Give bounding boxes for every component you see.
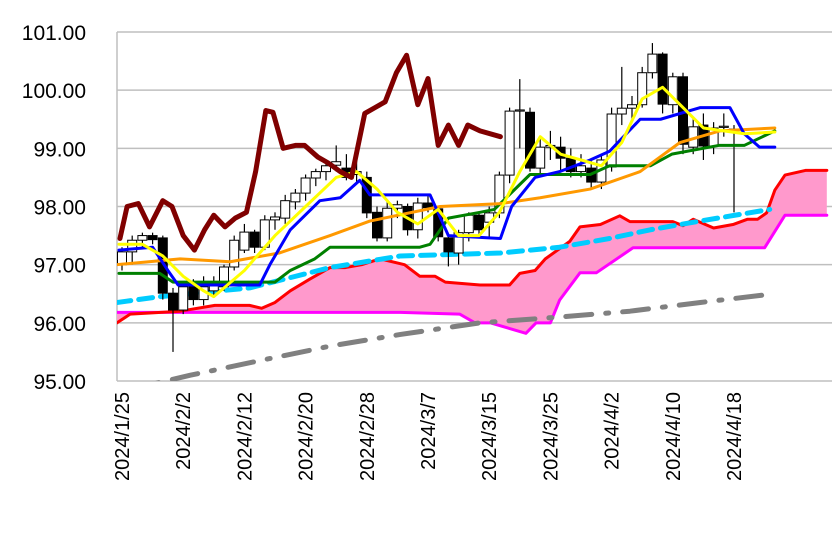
ichimoku-cloud	[117, 170, 827, 334]
candle-body-down	[372, 211, 382, 239]
x-tick-label: 2024/2/12	[234, 392, 256, 481]
candle-body-up	[178, 286, 189, 311]
candle-body-down	[525, 111, 535, 169]
candlestick	[657, 52, 668, 114]
candlestick	[168, 287, 178, 352]
x-tick-label: 2024/3/25	[540, 392, 562, 481]
y-tick-label: 97.00	[33, 255, 86, 278]
candle-body-up	[667, 76, 678, 106]
candle-body-up	[463, 214, 474, 234]
candle-body-up	[718, 125, 729, 128]
y-tick-label: 99.00	[33, 138, 86, 161]
candlestick	[474, 212, 484, 236]
candlestick	[504, 107, 515, 184]
candle-body-up	[270, 216, 280, 221]
candlestick	[647, 43, 658, 79]
y-tick-label: 96.00	[33, 313, 86, 336]
candle-body-up	[504, 110, 515, 176]
candle-body-up	[127, 239, 138, 253]
plot-area	[117, 43, 829, 381]
lagging-line	[117, 52, 503, 253]
candle-body-up	[280, 200, 291, 219]
candlestick	[708, 122, 719, 155]
candlestick	[372, 206, 382, 242]
span-b	[117, 213, 829, 335]
candle-body-down	[147, 235, 158, 241]
candle-body-up	[637, 72, 648, 106]
y-tick-label: 100.00	[22, 80, 86, 103]
candlestick	[249, 229, 260, 254]
candlestick	[310, 168, 321, 187]
candlestick	[525, 107, 535, 172]
candle-body-up	[616, 107, 627, 115]
candlestick	[443, 235, 454, 267]
candlestick	[412, 197, 423, 239]
orange-line	[117, 126, 777, 267]
candlestick	[229, 235, 240, 271]
candle-body-up	[647, 53, 658, 74]
candle-body-up	[137, 235, 148, 241]
candle-body-down	[157, 237, 168, 294]
candlestick	[147, 232, 158, 245]
y-tick-label: 101.00	[22, 22, 86, 45]
candle-body-up	[239, 231, 250, 251]
candlestick	[280, 194, 291, 224]
x-tick-label: 2024/2/2	[173, 392, 195, 470]
candle-body-up	[382, 207, 393, 239]
candle-body-up	[576, 165, 586, 173]
candlestick	[157, 235, 168, 300]
candle-body-down	[188, 286, 199, 301]
candlestick	[718, 113, 729, 137]
candlestick	[239, 223, 250, 254]
candle-body-down	[474, 214, 484, 231]
candle-body-down	[657, 53, 668, 105]
candlestick	[178, 282, 189, 315]
candle-body-up	[290, 192, 301, 203]
candle-body-down	[168, 292, 178, 311]
candle-body-up	[412, 202, 423, 231]
candle-body-down	[443, 237, 454, 253]
candle-body-up	[310, 171, 321, 179]
candlestick	[382, 200, 393, 242]
x-tick-label: 2024/2/20	[296, 392, 318, 481]
candlestick	[270, 212, 280, 230]
candle-body-up	[229, 239, 240, 268]
x-tick-label: 2024/4/2	[602, 392, 624, 470]
candlestick	[514, 79, 525, 149]
x-tick-label: 2024/3/15	[479, 392, 501, 481]
x-tick-label: 2024/2/28	[357, 392, 379, 481]
candlestick	[667, 72, 678, 114]
blue-line	[117, 106, 777, 287]
candle-body-up	[453, 232, 464, 254]
candle-body-up	[321, 165, 331, 173]
candlestick	[616, 66, 627, 126]
candlestick	[321, 162, 331, 181]
candlestick	[606, 107, 617, 172]
y-tick-label: 95.00	[33, 371, 86, 394]
y-tick-label: 98.00	[33, 197, 86, 220]
candle-body-up	[535, 146, 546, 169]
span-a	[117, 168, 829, 325]
gray-dash-dot-line	[155, 291, 778, 381]
candlestick	[290, 189, 301, 210]
yellow-line	[117, 85, 777, 299]
candle-body-up	[627, 104, 637, 109]
green-line	[117, 129, 777, 284]
candlestick	[300, 174, 311, 201]
candle-body-down	[249, 231, 260, 248]
candlestick	[729, 125, 739, 213]
candle-body-up	[514, 109, 525, 112]
candle-body-up	[300, 177, 311, 194]
x-tick-label: 2024/4/10	[663, 392, 685, 481]
x-tick-label: 2024/3/7	[418, 392, 440, 470]
x-tick-label: 2024/4/18	[724, 392, 746, 481]
candlestick	[627, 95, 637, 120]
x-tick-label: 2024/1/25	[112, 392, 134, 481]
candlestick	[535, 136, 546, 178]
